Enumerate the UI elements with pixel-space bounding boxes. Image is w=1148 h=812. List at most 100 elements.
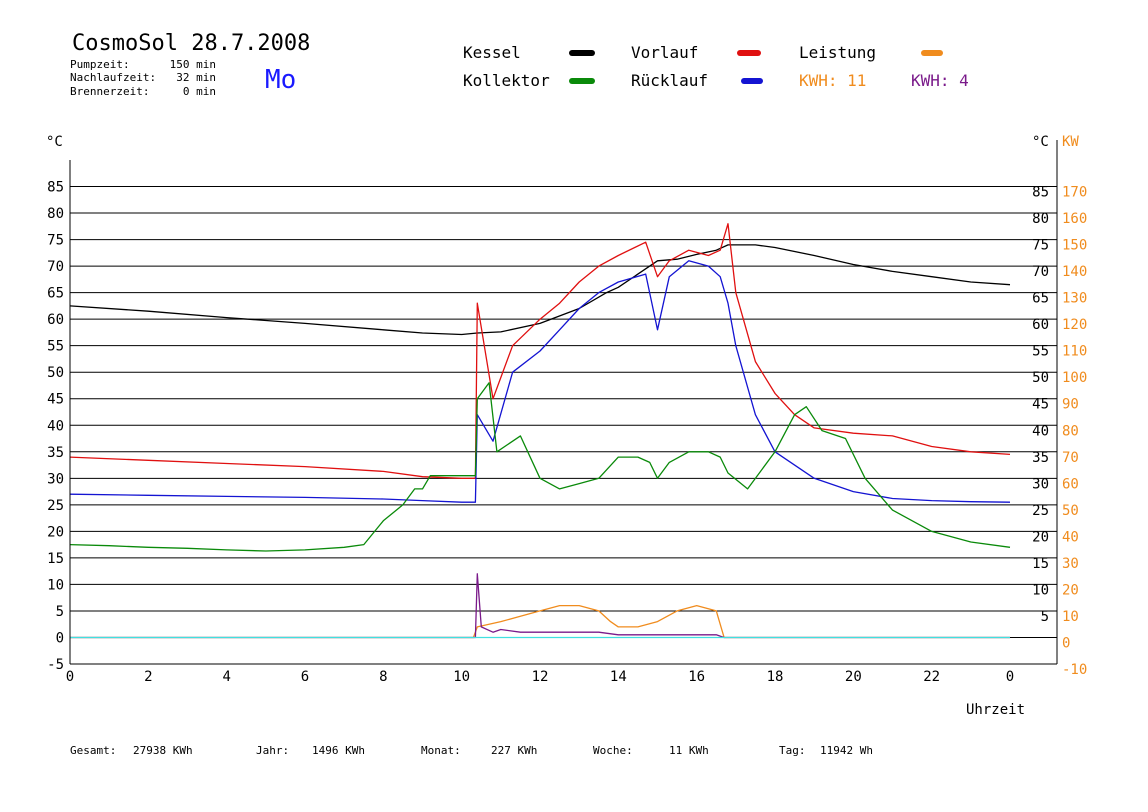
y-tick-right-85: 85: [1032, 185, 1049, 201]
kw-tick-70: 70: [1062, 450, 1079, 466]
grid: [70, 186, 1057, 638]
y-tick-left-0: 0: [56, 630, 64, 646]
kw-tick-40: 40: [1062, 529, 1079, 545]
legend-label-kessel: Kessel: [463, 43, 521, 62]
x-tick-4: 8: [379, 669, 387, 685]
kw-tick-140: 140: [1062, 264, 1087, 280]
legend-label-vorlauf: Vorlauf: [631, 43, 698, 62]
y-tick-right-50: 50: [1032, 370, 1049, 386]
y-tick-left-15: 15: [47, 551, 64, 567]
y-tick-right-75: 75: [1032, 238, 1049, 254]
y-tick-right-15: 15: [1032, 556, 1049, 572]
footer-label-woche: Woche:: [593, 744, 633, 757]
y-tick-right-30: 30: [1032, 476, 1049, 492]
y-tick-left-80: 80: [47, 206, 64, 222]
x-tick-1: 2: [144, 669, 152, 685]
stat-label-nachlaufzeit: Nachlaufzeit:: [70, 71, 156, 84]
kw-tick-80: 80: [1062, 423, 1079, 439]
y-tick-left-85: 85: [47, 180, 64, 196]
footer-label-jahr: Jahr:: [256, 744, 289, 757]
x-tick-7: 14: [610, 669, 627, 685]
y-axis-unit-left: °C: [46, 134, 63, 150]
y-tick-left-70: 70: [47, 259, 64, 275]
x-tick-2: 4: [222, 669, 230, 685]
x-tick-3: 6: [301, 669, 309, 685]
stat-value-brennerzeit: 0 min: [183, 85, 216, 98]
footer: Gesamt: 27938 KWh Jahr: 1496 KWh Monat: …: [70, 744, 873, 757]
x-ticks: 0 2 4 6 8 10 12 14 16 18 20 22 0: [66, 669, 1014, 685]
x-tick-10: 20: [845, 669, 862, 685]
y-tick-left-20: 20: [47, 524, 64, 540]
stat-value-pumpzeit: 150 min: [170, 58, 216, 71]
chart-title: CosmoSol 28.7.2008: [72, 31, 310, 56]
kw-tick-130: 130: [1062, 291, 1087, 307]
y-tick-right-20: 20: [1032, 529, 1049, 545]
legend-label-leistung: Leistung: [799, 43, 876, 62]
footer-value-jahr: 1496 KWh: [312, 744, 365, 757]
y-tick-right-25: 25: [1032, 503, 1049, 519]
footer-value-gesamt: 27938 KWh: [133, 744, 193, 757]
kw-tick-10: 10: [1062, 609, 1079, 625]
kw-ticks: -10 0 10 20 30 40 50 60 70 80 90 100 110 120 130 140 150…: [1062, 185, 1087, 678]
y-tick-right-65: 65: [1032, 291, 1049, 307]
kwh-orange: KWH: 11: [799, 71, 866, 90]
footer-label-gesamt: Gesamt:: [70, 744, 116, 757]
kw-tick-170: 170: [1062, 185, 1087, 201]
x-tick-12: 0: [1006, 669, 1014, 685]
kw-tick-100: 100: [1062, 370, 1087, 386]
y-tick-right-5: 5: [1041, 609, 1049, 625]
y-tick-right-35: 35: [1032, 450, 1049, 466]
footer-value-woche: 11 KWh: [669, 744, 709, 757]
y-tick-left-45: 45: [47, 392, 64, 408]
y-tick-right-80: 80: [1032, 211, 1049, 227]
kw-tick-50: 50: [1062, 503, 1079, 519]
y-tick-right-40: 40: [1032, 423, 1049, 439]
kw-tick-150: 150: [1062, 238, 1087, 254]
footer-label-monat: Monat:: [421, 744, 461, 757]
y-tick-left-5: 5: [56, 604, 64, 620]
x-tick-9: 18: [767, 669, 784, 685]
footer-label-tag: Tag:: [779, 744, 806, 757]
stat-label-pumpzeit: Pumpzeit:: [70, 58, 130, 71]
series-line-kollektor: [69, 382, 1011, 552]
y-tick-left-35: 35: [47, 445, 64, 461]
x-tick-11: 22: [923, 669, 940, 685]
kw-axis-unit: KW: [1062, 134, 1079, 150]
y-tick-left-50: 50: [47, 365, 64, 381]
y-tick-right-55: 55: [1032, 344, 1049, 360]
kw-tick-120: 120: [1062, 317, 1087, 333]
series-line-leistung-2: [70, 573, 1010, 639]
series: [69, 223, 1011, 639]
kwh-purple: KWH: 4: [911, 71, 969, 90]
y-tick-right-10: 10: [1032, 582, 1049, 598]
kw-tick-110: 110: [1062, 344, 1087, 360]
header-stats: Pumpzeit: 150 min Nachlaufzeit: 32 min B…: [70, 58, 216, 98]
kw-tick--10: -10: [1062, 662, 1087, 678]
series-line-leistung: [70, 604, 1010, 639]
x-tick-8: 16: [688, 669, 705, 685]
y-tick-left--5: -5: [47, 657, 64, 673]
kw-tick-160: 160: [1062, 211, 1087, 227]
x-tick-0: 0: [66, 669, 74, 685]
x-axis-label: Uhrzeit: [966, 702, 1025, 718]
stat-value-nachlaufzeit: 32 min: [176, 71, 216, 84]
y-tick-left-30: 30: [47, 471, 64, 487]
y-tick-right-60: 60: [1032, 317, 1049, 333]
y-ticks-right: 5 10 15 20 25 30 35 40 45 50 55 60 65 70 75 80 85: [1032, 185, 1049, 625]
series-line-r-cklauf: [69, 260, 1011, 503]
kw-tick-20: 20: [1062, 582, 1079, 598]
kw-tick-60: 60: [1062, 476, 1079, 492]
kw-tick-90: 90: [1062, 397, 1079, 413]
y-ticks-left: -5 0 5 10 15 20 25 30 35 40 45 50 55 60 65 70 75 80 85: [47, 180, 64, 673]
x-tick-5: 10: [453, 669, 470, 685]
y-tick-left-65: 65: [47, 286, 64, 302]
y-tick-right-45: 45: [1032, 397, 1049, 413]
footer-value-tag: 11942 Wh: [820, 744, 873, 757]
stat-label-brennerzeit: Brennerzeit:: [70, 85, 149, 98]
legend: Kessel Vorlauf Leistung Kollektor Rückla…: [463, 43, 969, 90]
y-tick-left-25: 25: [47, 498, 64, 514]
legend-label-kollektor: Kollektor: [463, 71, 550, 90]
y-axis-unit-right: °C: [1032, 134, 1049, 150]
series-line-vorlauf: [69, 223, 1011, 479]
